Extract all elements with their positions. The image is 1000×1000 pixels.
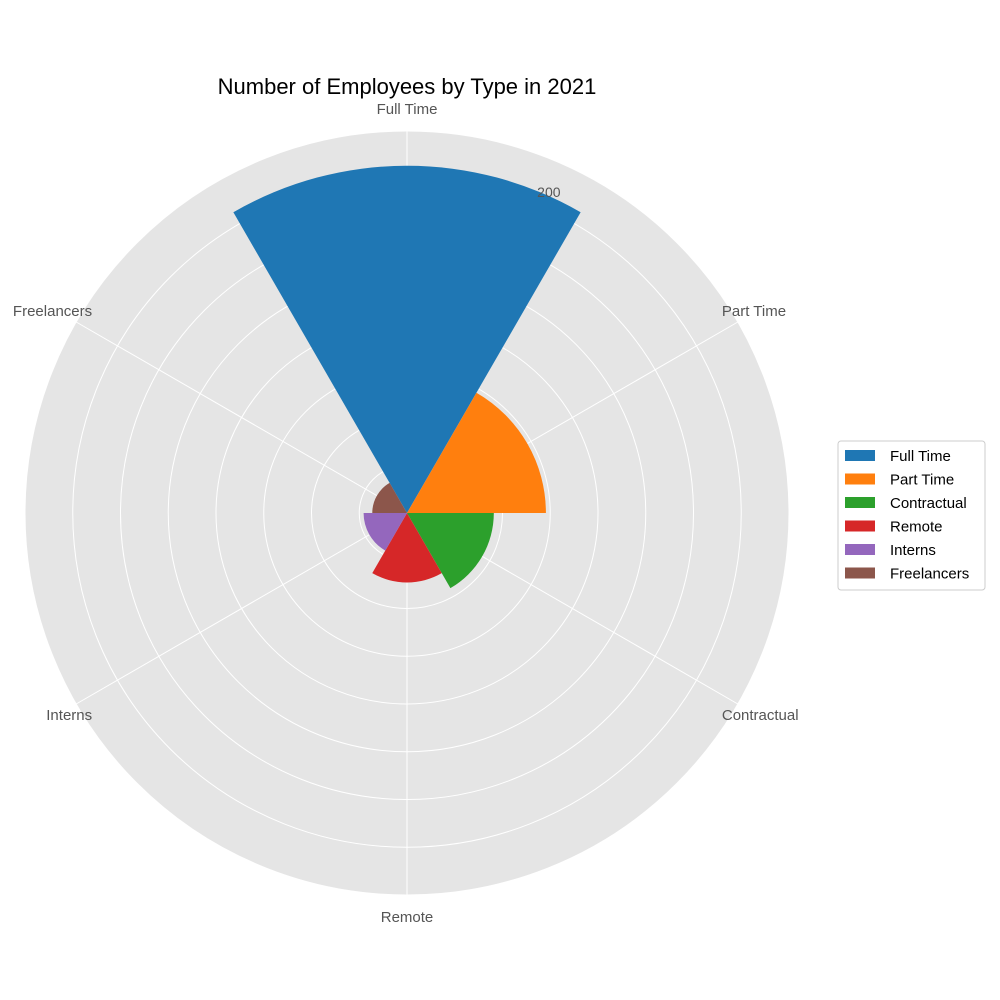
legend-label: Full Time [890, 448, 951, 465]
legend-label: Contractual [890, 495, 967, 512]
bar-full-time [233, 165, 581, 514]
legend-label: Remote [890, 519, 943, 536]
legend-swatch [845, 497, 875, 508]
category-label: Interns [46, 707, 92, 724]
category-label: Remote [381, 909, 434, 926]
legend-label: Freelancers [890, 566, 969, 583]
category-label: Part Time [722, 303, 786, 320]
bar-contractual [407, 513, 494, 589]
legend-swatch [845, 473, 875, 485]
legend-swatch [845, 450, 875, 461]
legend-label: Part Time [890, 472, 954, 489]
polar-plot-area: Full Time Part Time Contractual Remote Inter… [13, 101, 799, 926]
legend-label: Interns [890, 542, 936, 559]
bar-part-time [407, 392, 546, 513]
radial-tick-label: 200 [537, 184, 561, 200]
bar-remote [372, 513, 442, 583]
bar-freelancers [372, 482, 407, 513]
category-label: Contractual [722, 707, 799, 724]
chart-title: Number of Employees by Type in 2021 [218, 74, 597, 99]
legend-swatch [845, 567, 875, 579]
category-label: Freelancers [13, 303, 92, 320]
bar-interns [363, 513, 407, 551]
legend: Full Time Part Time Contractual Remote Inter… [837, 440, 986, 591]
angular-gridline [75, 321, 408, 514]
legend-swatch [845, 520, 875, 532]
angular-gridline [75, 512, 408, 705]
legend-swatch [845, 544, 875, 555]
category-label: Full Time [377, 101, 438, 118]
